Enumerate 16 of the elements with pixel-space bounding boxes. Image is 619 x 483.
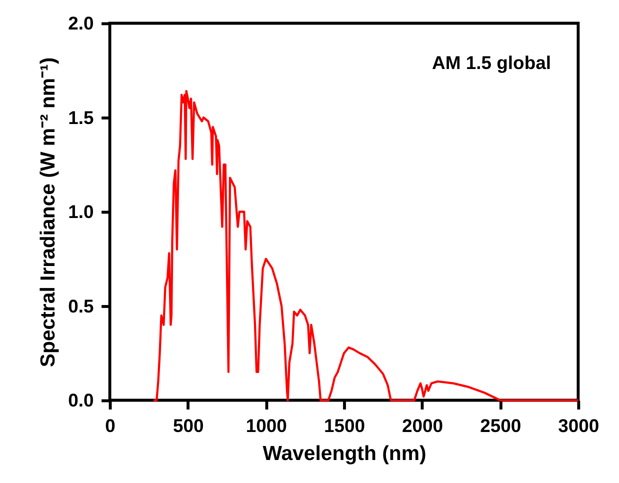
y-tick-label: 1.0 (68, 201, 94, 222)
x-axis-title: Wavelength (nm) (262, 443, 426, 466)
y-tick-label: 0.5 (68, 295, 94, 316)
x-tick-label: 3000 (558, 414, 600, 436)
x-tick-label: 500 (172, 414, 204, 436)
annotation: AM 1.5 global (432, 52, 551, 73)
line-series (152, 90, 580, 402)
y-tick-label: 1.5 (68, 106, 94, 128)
x-tick-label: 1000 (246, 414, 287, 436)
y-tick-label: 0.0 (68, 390, 94, 411)
x-tick-label: 0 (105, 414, 116, 436)
y-tick-label: 2.0 (68, 12, 94, 34)
x-tick-label: 2000 (402, 414, 444, 436)
y-axis-title: Spectral Irradiance (W m⁻² nm⁻¹) (38, 57, 60, 368)
x-tick-label: 2500 (480, 414, 522, 436)
x-tick-label: 1500 (324, 414, 366, 436)
